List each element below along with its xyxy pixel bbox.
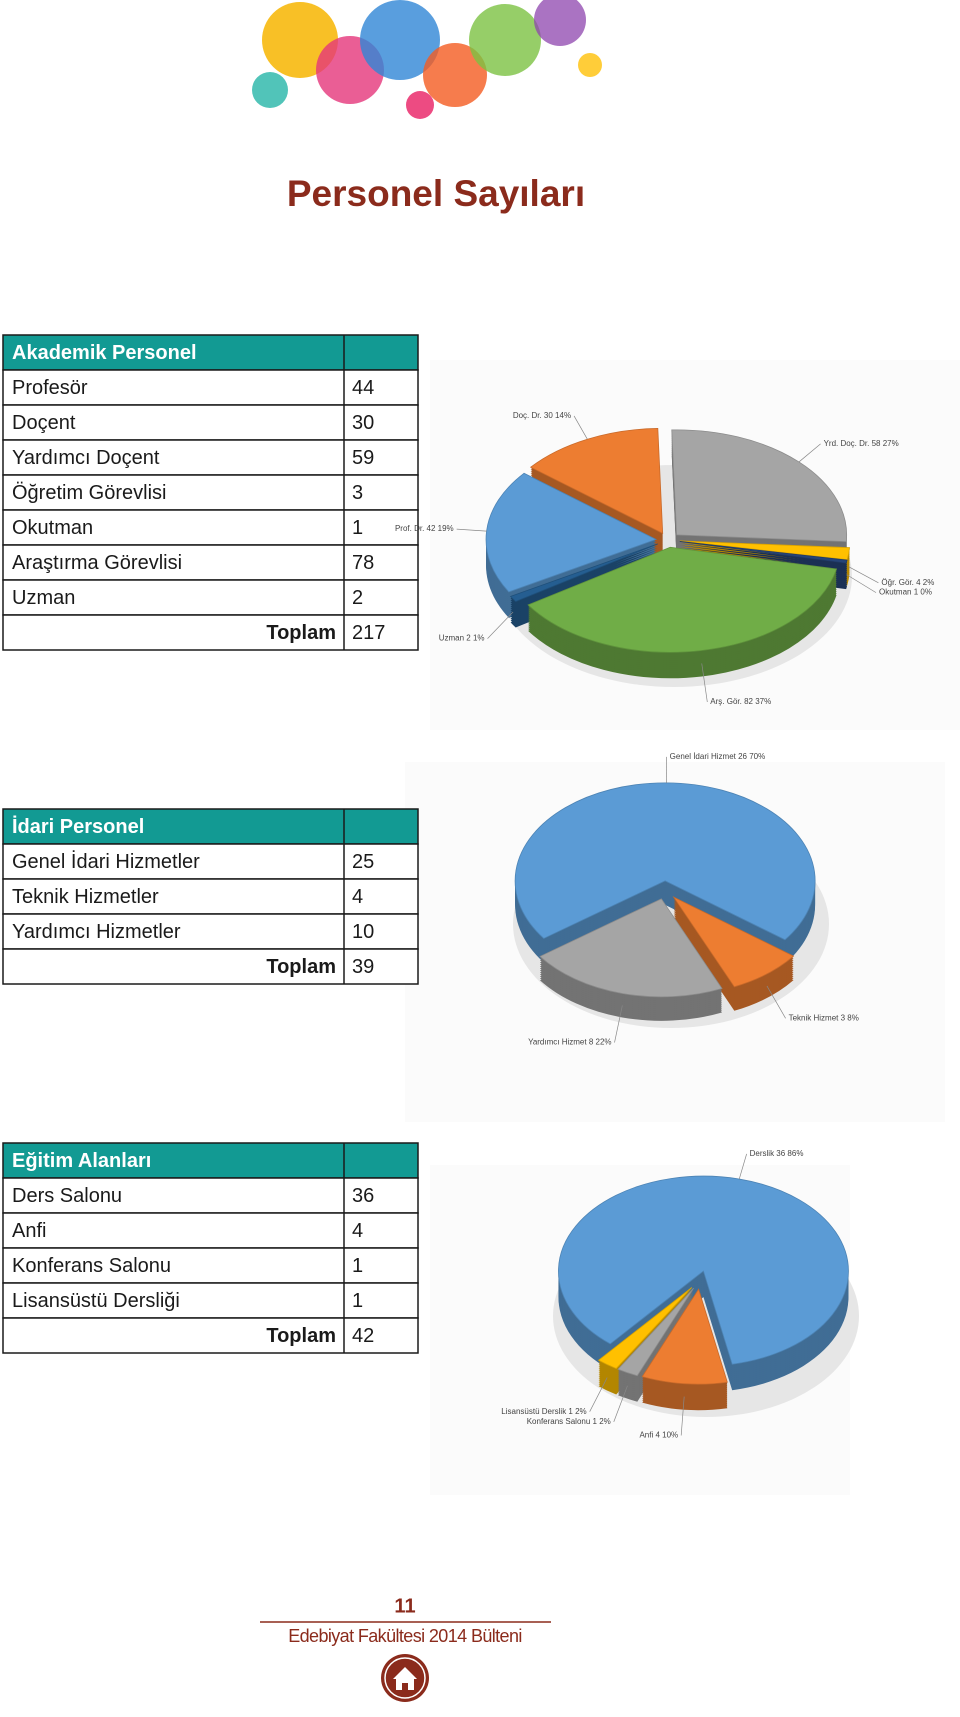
row-value: 36 bbox=[352, 1185, 374, 1207]
row-value: 1 bbox=[352, 1255, 363, 1277]
row-label: Profesör bbox=[12, 377, 88, 399]
row-label: Ders Salonu bbox=[12, 1185, 122, 1207]
row-label: Konferans Salonu bbox=[12, 1255, 171, 1277]
row-label: Araştırma Görevlisi bbox=[12, 552, 182, 574]
row-label: Teknik Hizmetler bbox=[12, 886, 159, 908]
slice-label: Derslik 36 86% bbox=[750, 1149, 804, 1158]
total-label: Toplam bbox=[266, 956, 336, 978]
total-label: Toplam bbox=[266, 622, 336, 644]
row-value: 2 bbox=[352, 587, 363, 609]
slice-label: Öğr. Gör. 4 2% bbox=[881, 578, 934, 587]
home-button[interactable] bbox=[381, 1654, 429, 1702]
table-title: Eğitim Alanları bbox=[12, 1150, 151, 1172]
row-label: Anfi bbox=[12, 1220, 46, 1242]
row-label: Lisansüstü Dersliği bbox=[12, 1290, 180, 1312]
total-value: 39 bbox=[352, 956, 374, 978]
row-value: 10 bbox=[352, 921, 374, 943]
slice-label: Uzman 2 1% bbox=[439, 634, 485, 643]
slice-label: Konferans Salonu 1 2% bbox=[527, 1417, 611, 1426]
table-title: Akademik Personel bbox=[12, 342, 197, 364]
header-splash bbox=[252, 0, 602, 119]
slice-label: Prof. Dr. 42 19% bbox=[395, 524, 454, 533]
row-value: 4 bbox=[352, 1220, 363, 1242]
slice-label: Arş. Gör. 82 37% bbox=[710, 697, 771, 706]
slice-label: Yrd. Doç. Dr. 58 27% bbox=[824, 439, 899, 448]
row-value: 44 bbox=[352, 377, 374, 399]
slice-label: Genel İdari Hizmet 26 70% bbox=[670, 752, 766, 761]
total-value: 42 bbox=[352, 1325, 374, 1347]
total-value: 217 bbox=[352, 622, 385, 644]
page-title: Personel Sayıları bbox=[287, 173, 585, 214]
row-label: Genel İdari Hizmetler bbox=[12, 850, 200, 873]
row-value: 25 bbox=[352, 851, 374, 873]
slice-label: Yardımcı Hizmet 8 22% bbox=[528, 1038, 611, 1047]
row-value: 3 bbox=[352, 482, 363, 504]
row-label: Uzman bbox=[12, 587, 75, 609]
row-label: Doçent bbox=[12, 412, 76, 434]
row-label: Yardımcı Hizmetler bbox=[12, 921, 181, 943]
slice-label: Okutman 1 0% bbox=[879, 588, 932, 597]
slice-label: Teknik Hizmet 3 8% bbox=[789, 1013, 859, 1022]
slice-label: Anfi 4 10% bbox=[639, 1431, 678, 1440]
row-value: 1 bbox=[352, 517, 363, 539]
row-label: Okutman bbox=[12, 517, 93, 539]
slice-label: Doç. Dr. 30 14% bbox=[513, 411, 571, 420]
slice-label: Lisansüstü Derslik 1 2% bbox=[501, 1407, 586, 1416]
footer-title: Edebiyat Fakültesi 2014 Bülteni bbox=[288, 1626, 522, 1646]
total-label: Toplam bbox=[266, 1325, 336, 1347]
page-number: 11 bbox=[394, 1595, 415, 1617]
row-value: 30 bbox=[352, 412, 374, 434]
row-value: 4 bbox=[352, 886, 363, 908]
row-label: Yardımcı Doçent bbox=[12, 447, 160, 469]
row-value: 59 bbox=[352, 447, 374, 469]
table-title: İdari Personel bbox=[12, 815, 144, 838]
row-value: 78 bbox=[352, 552, 374, 574]
row-value: 1 bbox=[352, 1290, 363, 1312]
row-label: Öğretim Görevlisi bbox=[12, 482, 166, 504]
